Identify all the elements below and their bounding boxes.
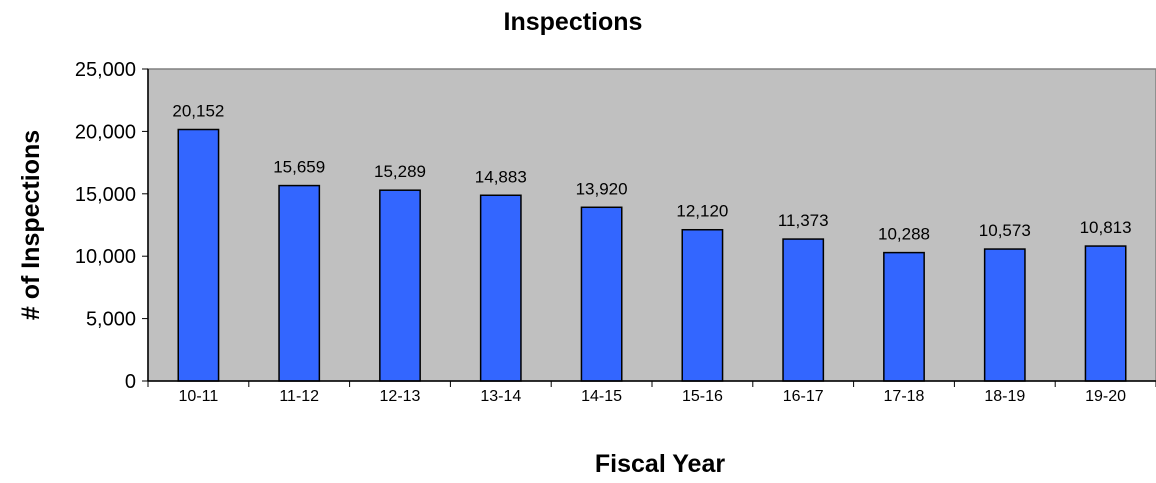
x-tick-label-11-12: 11-12 (279, 388, 319, 405)
y-tick-label-5: 25,000 (75, 59, 136, 81)
y-tick-label-3: 15,000 (75, 184, 136, 206)
bar-12-13 (379, 189, 421, 382)
x-tick-label-12-13: 12-13 (380, 388, 421, 405)
x-tick-label-15-16: 15-16 (682, 388, 723, 405)
bar-14-15 (580, 206, 623, 382)
y-tick-label-2: 10,000 (75, 246, 136, 268)
x-tick-label-14-15: 14-15 (581, 388, 622, 405)
x-tick-label-13-14: 13-14 (480, 388, 521, 405)
bar-15-16 (681, 228, 724, 382)
x-tick-label-19-20: 19-20 (1085, 388, 1126, 405)
chart-title: Inspections (504, 8, 643, 36)
y-tick-label-1: 5,000 (86, 309, 136, 331)
y-tick-label-4: 20,000 (75, 121, 136, 143)
bar-10-11 (177, 128, 220, 382)
bar-16-17 (782, 238, 825, 382)
data-label-17-18: 10,288 (878, 225, 930, 244)
data-label-18-19: 10,573 (979, 221, 1031, 240)
data-label-14-15: 13,920 (576, 179, 628, 198)
x-tick-label-16-17: 16-17 (783, 388, 824, 405)
data-label-19-20: 10,813 (1080, 218, 1132, 237)
x-axis-title: Fiscal Year (595, 450, 725, 478)
bar-11-12 (278, 184, 321, 382)
data-label-13-14: 14,883 (475, 167, 527, 186)
bar-18-19 (983, 248, 1026, 382)
x-tick-label-10-11: 10-11 (179, 388, 219, 405)
data-label-10-11: 20,152 (172, 102, 224, 121)
x-axis-ticks: 10-11 11-12 12-13 13-14 14-15 15-16 16-17 17-18… (147, 381, 1156, 405)
data-label-15-16: 12,120 (676, 202, 728, 221)
x-tick-label-18-19: 18-19 (984, 388, 1025, 405)
y-axis-title: # of Inspections (17, 130, 45, 320)
x-tick-label-17-18: 17-18 (884, 388, 925, 405)
data-label-11-12: 15,659 (273, 158, 325, 177)
y-axis-ticks: 0 5,000 10,000 15,000 20,000 25,000 (75, 59, 148, 393)
bar-19-20 (1084, 245, 1127, 382)
data-label-12-13: 15,289 (374, 162, 426, 181)
data-label-16-17: 11,373 (778, 211, 829, 230)
bar-13-14 (479, 194, 522, 382)
bar-17-18 (883, 251, 925, 382)
y-tick-label-0: 0 (125, 371, 136, 393)
data-labels-group: 20,152 15,659 15,289 14,883 13,920 12,120 11,3… (172, 102, 1131, 244)
